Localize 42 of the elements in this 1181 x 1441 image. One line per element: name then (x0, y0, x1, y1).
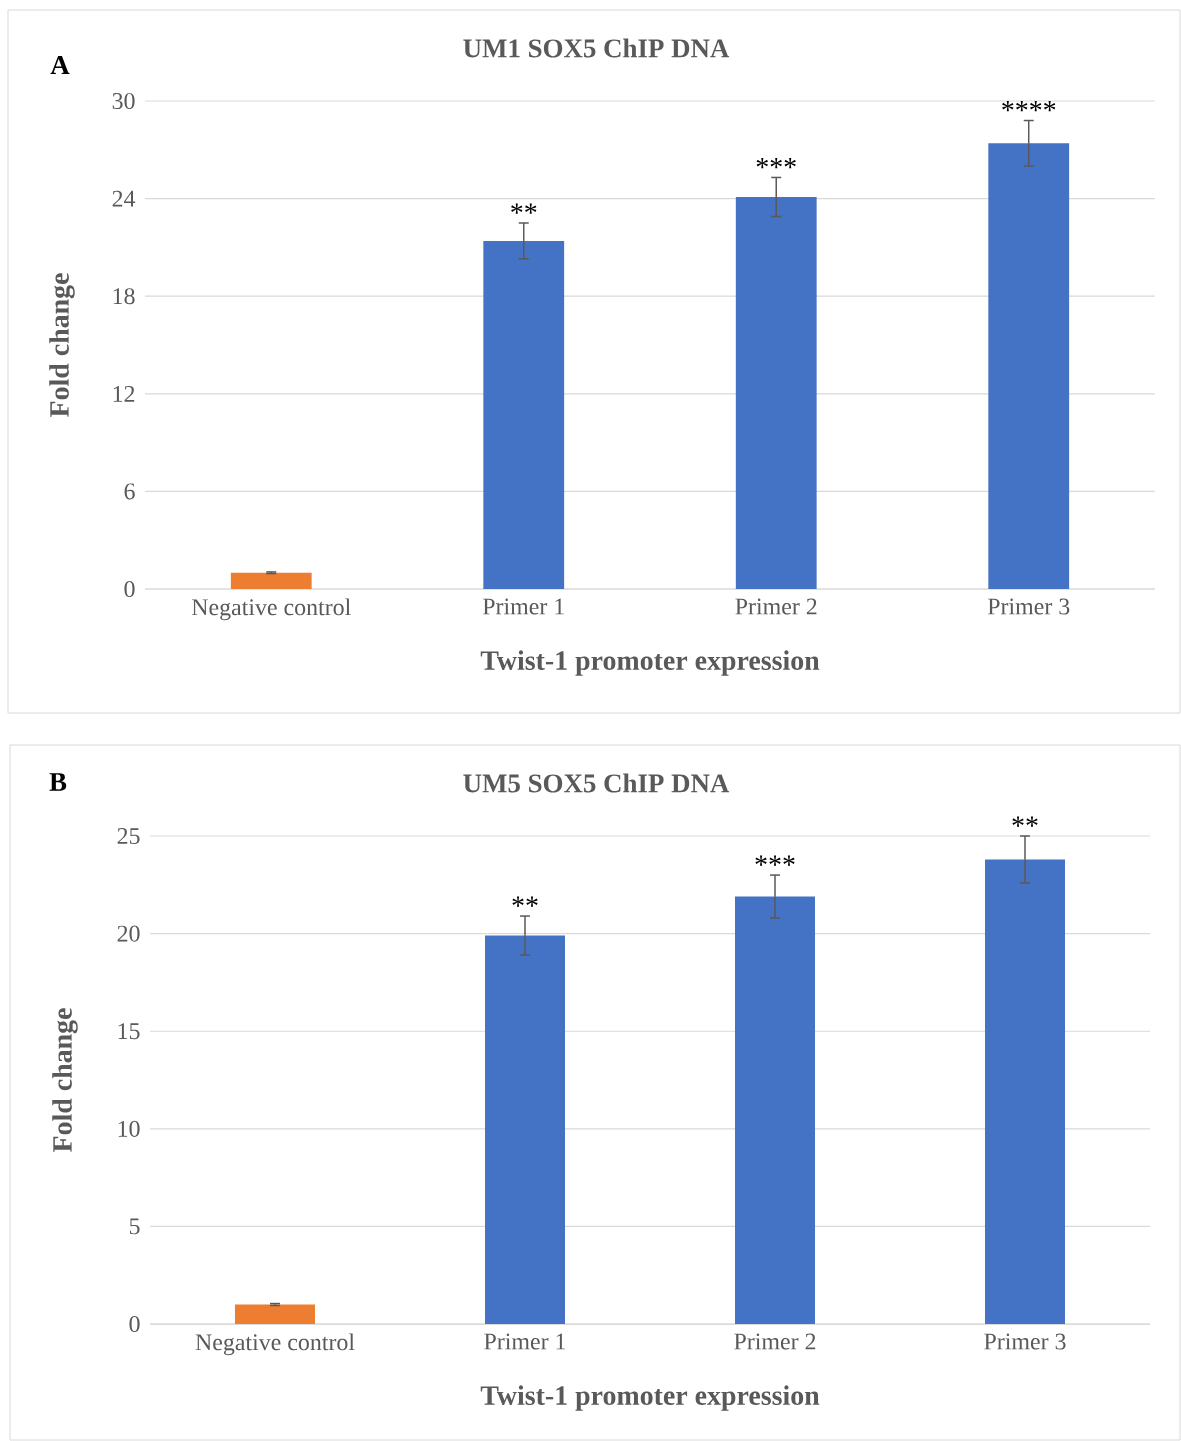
x-tick-label: Negative control (191, 598, 351, 621)
x-axis-title: Twist-1 promoter expression (480, 1385, 820, 1411)
y-tick-label: 12 (113, 385, 135, 402)
y-tick-label: 20 (117, 925, 140, 942)
x-tick-label: Negative control (195, 1333, 355, 1356)
annotation: ** (511, 203, 537, 214)
annotation: ** (1012, 816, 1038, 827)
y-tick-label: 25 (117, 827, 140, 845)
annotation: **** (1002, 101, 1056, 112)
bar (988, 143, 1070, 590)
y-tick-label: 18 (113, 288, 135, 305)
bar (985, 859, 1065, 1325)
text: B (49, 773, 67, 791)
y-tick-label: 6 (124, 483, 135, 500)
x-tick-label: Primer 3 (987, 598, 1070, 615)
y-tick-label: 0 (129, 1315, 140, 1333)
y-tick-label: 5 (129, 1218, 140, 1235)
x-tick-label: Primer 2 (735, 598, 817, 615)
bar (230, 572, 312, 590)
x-tick-label: Primer 1 (484, 1333, 566, 1350)
y-axis-title: Fold change (52, 1008, 78, 1152)
x-axis-title: Twist-1 promoter expression (480, 650, 820, 676)
bar (485, 935, 565, 1325)
text: A (50, 56, 70, 74)
annotation: *** (755, 855, 795, 866)
y-tick-label: 24 (112, 190, 136, 207)
bar (235, 1304, 315, 1325)
y-axis-title: Fold change (49, 273, 75, 417)
chart-title: UM1 SOX5 ChIP DNA (463, 38, 730, 58)
x-tick-label: Primer 2 (734, 1333, 816, 1350)
bar (735, 896, 815, 1325)
chart-title: UM5 SOX5 ChIP DNA (463, 773, 730, 793)
y-tick-label: 15 (118, 1023, 140, 1040)
annotation: *** (756, 158, 796, 169)
bar (483, 240, 565, 590)
x-tick-label: Primer 1 (482, 598, 564, 615)
bar (735, 196, 817, 590)
annotation: ** (512, 896, 538, 907)
x-tick-label: Primer 3 (984, 1333, 1066, 1350)
y-tick-label: 0 (124, 580, 135, 598)
y-tick-label: 10 (118, 1120, 140, 1137)
y-tick-label: 30 (112, 92, 135, 110)
